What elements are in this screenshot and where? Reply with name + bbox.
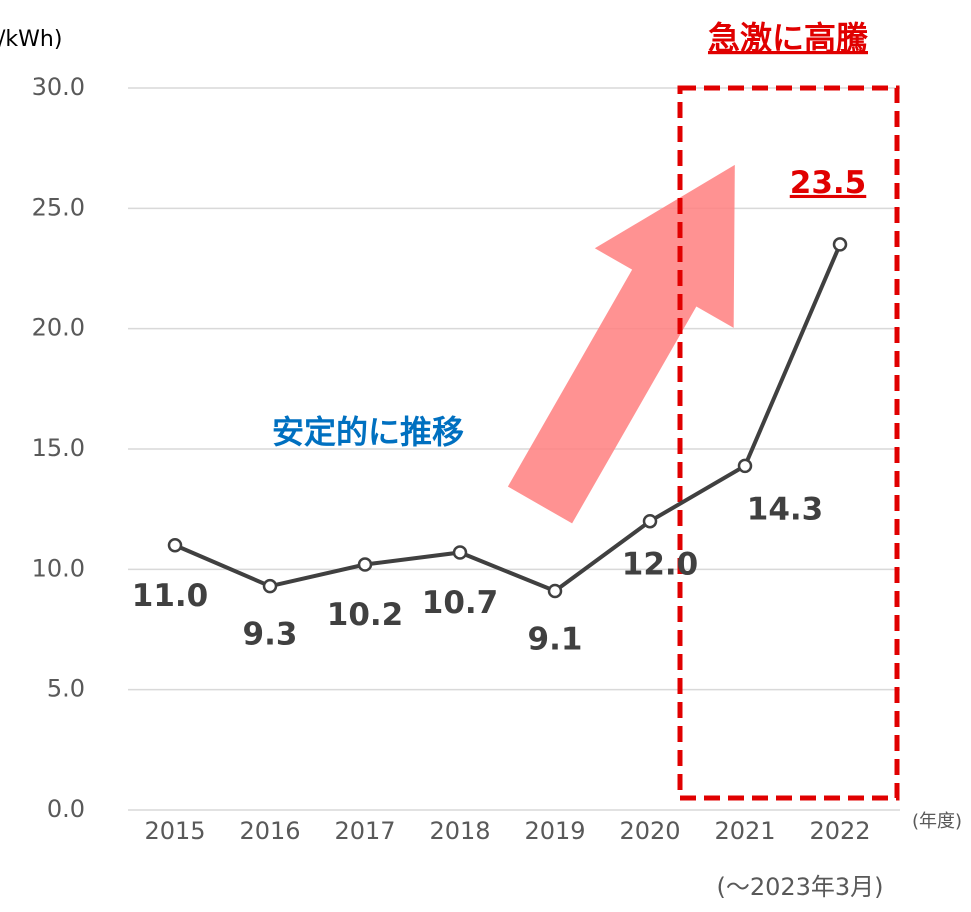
annotation: 急激に高騰 <box>708 19 868 57</box>
x-tick-label: 2021 <box>714 817 775 845</box>
point <box>737 458 753 474</box>
y-tick-label: 20.0 <box>32 314 85 342</box>
x-tick-label: 2018 <box>429 817 490 845</box>
x-axis-label: (年度) <box>912 811 962 832</box>
point <box>452 545 468 560</box>
x-tick-label: 2020 <box>619 817 680 845</box>
y-tick-label: 5.0 <box>47 675 85 703</box>
point <box>547 583 563 599</box>
x-tick-label: 2017 <box>334 817 395 845</box>
data-label: 14.3 <box>747 491 824 527</box>
data-label: 12.0 <box>622 547 699 583</box>
x-note: (～2023年3月) <box>716 873 883 901</box>
y-tick-label: 15.0 <box>32 434 85 462</box>
point <box>642 513 658 529</box>
data-label: 23.5 <box>790 165 867 201</box>
point <box>167 538 183 553</box>
point <box>832 237 848 252</box>
data-label: 11.0 <box>132 578 209 614</box>
data-label: 10.2 <box>327 597 404 633</box>
point <box>262 578 278 594</box>
x-tick-label: 2022 <box>809 817 870 845</box>
x-tick-label: 2016 <box>239 817 300 845</box>
highlight-box <box>677 85 900 801</box>
y-tick-label: 0.0 <box>47 795 85 823</box>
annotation: 安定的に推移 <box>272 413 464 451</box>
line <box>174 243 842 594</box>
y-tick-label: 10.0 <box>32 554 85 582</box>
y-tick-label: 30.0 <box>32 73 85 101</box>
y-tick-label: 25.0 <box>32 193 85 221</box>
x-tick-label: 2019 <box>524 817 585 845</box>
point <box>357 557 373 572</box>
x-tick-label: 2015 <box>144 817 205 845</box>
data-label: 10.7 <box>422 585 499 621</box>
data-label: 9.1 <box>528 621 583 657</box>
y-axis-label: /kWh) <box>0 27 62 52</box>
data-label: 9.3 <box>243 617 298 653</box>
rise-arrow <box>507 164 735 524</box>
